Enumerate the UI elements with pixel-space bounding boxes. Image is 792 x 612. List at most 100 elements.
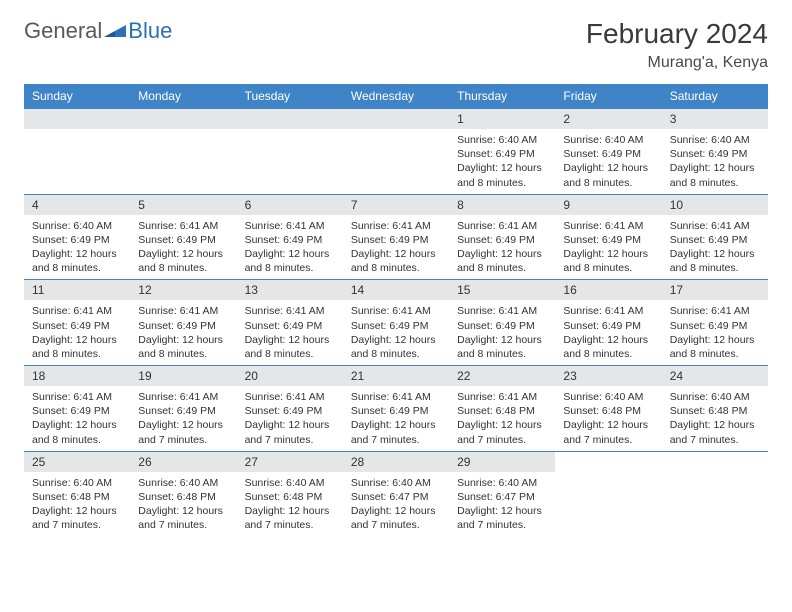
- calendar-table: Sunday Monday Tuesday Wednesday Thursday…: [24, 84, 768, 536]
- daylight-text: Daylight: 12 hours and 8 minutes.: [138, 333, 228, 361]
- day-cell: 24Sunrise: 6:40 AMSunset: 6:48 PMDayligh…: [662, 366, 768, 452]
- sunset-text: Sunset: 6:49 PM: [351, 233, 441, 247]
- daylight-text: Daylight: 12 hours and 8 minutes.: [670, 161, 760, 189]
- week-row: 18Sunrise: 6:41 AMSunset: 6:49 PMDayligh…: [24, 366, 768, 452]
- daylight-text: Daylight: 12 hours and 8 minutes.: [245, 247, 335, 275]
- sunset-text: Sunset: 6:49 PM: [670, 319, 760, 333]
- dayname-sunday: Sunday: [24, 84, 130, 109]
- week-row: 11Sunrise: 6:41 AMSunset: 6:49 PMDayligh…: [24, 280, 768, 366]
- day-number-empty: [237, 109, 343, 129]
- day-number: 9: [555, 195, 661, 215]
- day-cell: 15Sunrise: 6:41 AMSunset: 6:49 PMDayligh…: [449, 280, 555, 366]
- day-number: 1: [449, 109, 555, 129]
- day-number-empty: [130, 109, 236, 129]
- day-number: 2: [555, 109, 661, 129]
- sunset-text: Sunset: 6:48 PM: [245, 490, 335, 504]
- sunset-text: Sunset: 6:49 PM: [245, 233, 335, 247]
- day-content: Sunrise: 6:41 AMSunset: 6:49 PMDaylight:…: [343, 215, 449, 280]
- sunrise-text: Sunrise: 6:41 AM: [457, 304, 547, 318]
- daylight-text: Daylight: 12 hours and 8 minutes.: [563, 161, 653, 189]
- day-content: Sunrise: 6:41 AMSunset: 6:49 PMDaylight:…: [343, 300, 449, 365]
- month-title: February 2024: [586, 18, 768, 50]
- sunrise-text: Sunrise: 6:41 AM: [457, 390, 547, 404]
- sunset-text: Sunset: 6:48 PM: [457, 404, 547, 418]
- sunset-text: Sunset: 6:49 PM: [245, 404, 335, 418]
- day-cell: [662, 451, 768, 536]
- day-content: Sunrise: 6:41 AMSunset: 6:49 PMDaylight:…: [662, 300, 768, 365]
- sunrise-text: Sunrise: 6:41 AM: [138, 390, 228, 404]
- daylight-text: Daylight: 12 hours and 8 minutes.: [457, 161, 547, 189]
- daylight-text: Daylight: 12 hours and 7 minutes.: [32, 504, 122, 532]
- day-number: 13: [237, 280, 343, 300]
- title-block: February 2024 Murang'a, Kenya: [586, 18, 768, 72]
- day-cell: 23Sunrise: 6:40 AMSunset: 6:48 PMDayligh…: [555, 366, 661, 452]
- sunrise-text: Sunrise: 6:41 AM: [138, 219, 228, 233]
- day-content: Sunrise: 6:41 AMSunset: 6:48 PMDaylight:…: [449, 386, 555, 451]
- sunset-text: Sunset: 6:49 PM: [670, 147, 760, 161]
- day-number: 7: [343, 195, 449, 215]
- day-cell: 10Sunrise: 6:41 AMSunset: 6:49 PMDayligh…: [662, 194, 768, 280]
- day-cell: 20Sunrise: 6:41 AMSunset: 6:49 PMDayligh…: [237, 366, 343, 452]
- daylight-text: Daylight: 12 hours and 8 minutes.: [457, 247, 547, 275]
- sunrise-text: Sunrise: 6:41 AM: [32, 304, 122, 318]
- week-row: 4Sunrise: 6:40 AMSunset: 6:49 PMDaylight…: [24, 194, 768, 280]
- logo-general-text: General: [24, 18, 102, 44]
- day-content: Sunrise: 6:40 AMSunset: 6:47 PMDaylight:…: [449, 472, 555, 537]
- day-number: 18: [24, 366, 130, 386]
- day-cell: [237, 109, 343, 195]
- logo-blue-text: Blue: [128, 18, 172, 43]
- daylight-text: Daylight: 12 hours and 7 minutes.: [457, 418, 547, 446]
- daylight-text: Daylight: 12 hours and 8 minutes.: [670, 247, 760, 275]
- day-number: 12: [130, 280, 236, 300]
- day-content: Sunrise: 6:41 AMSunset: 6:49 PMDaylight:…: [237, 386, 343, 451]
- page-header: General Blue February 2024 Murang'a, Ken…: [24, 18, 768, 72]
- day-cell: 7Sunrise: 6:41 AMSunset: 6:49 PMDaylight…: [343, 194, 449, 280]
- dayname-wednesday: Wednesday: [343, 84, 449, 109]
- day-number: 26: [130, 452, 236, 472]
- dayname-tuesday: Tuesday: [237, 84, 343, 109]
- calendar-page: General Blue February 2024 Murang'a, Ken…: [0, 0, 792, 554]
- day-number: 19: [130, 366, 236, 386]
- day-number: 25: [24, 452, 130, 472]
- location-text: Murang'a, Kenya: [586, 54, 768, 72]
- day-content: Sunrise: 6:40 AMSunset: 6:48 PMDaylight:…: [130, 472, 236, 537]
- day-cell: 5Sunrise: 6:41 AMSunset: 6:49 PMDaylight…: [130, 194, 236, 280]
- sunset-text: Sunset: 6:49 PM: [670, 233, 760, 247]
- day-content: Sunrise: 6:40 AMSunset: 6:48 PMDaylight:…: [662, 386, 768, 451]
- sunrise-text: Sunrise: 6:40 AM: [245, 476, 335, 490]
- sunrise-text: Sunrise: 6:41 AM: [245, 304, 335, 318]
- sunrise-text: Sunrise: 6:40 AM: [32, 476, 122, 490]
- day-number: 10: [662, 195, 768, 215]
- day-cell: 17Sunrise: 6:41 AMSunset: 6:49 PMDayligh…: [662, 280, 768, 366]
- day-cell: 27Sunrise: 6:40 AMSunset: 6:48 PMDayligh…: [237, 451, 343, 536]
- day-cell: 4Sunrise: 6:40 AMSunset: 6:49 PMDaylight…: [24, 194, 130, 280]
- sunrise-text: Sunrise: 6:40 AM: [351, 476, 441, 490]
- daylight-text: Daylight: 12 hours and 8 minutes.: [563, 333, 653, 361]
- sunset-text: Sunset: 6:48 PM: [32, 490, 122, 504]
- day-content: Sunrise: 6:41 AMSunset: 6:49 PMDaylight:…: [449, 215, 555, 280]
- day-cell: 13Sunrise: 6:41 AMSunset: 6:49 PMDayligh…: [237, 280, 343, 366]
- sunrise-text: Sunrise: 6:41 AM: [351, 390, 441, 404]
- sunrise-text: Sunrise: 6:40 AM: [563, 133, 653, 147]
- day-cell: 21 Sunrise: 6:41 AMSunset: 6:49 PMDayligh…: [343, 366, 449, 452]
- day-content: Sunrise: 6:41 AMSunset: 6:49 PMDaylight:…: [555, 300, 661, 365]
- sunset-text: Sunset: 6:49 PM: [351, 404, 441, 418]
- day-content: Sunrise: 6:40 AMSunset: 6:49 PMDaylight:…: [662, 129, 768, 194]
- day-cell: [343, 109, 449, 195]
- day-content: Sunrise: 6:40 AMSunset: 6:48 PMDaylight:…: [555, 386, 661, 451]
- day-number: 21: [343, 366, 449, 386]
- daylight-text: Daylight: 12 hours and 8 minutes.: [670, 333, 760, 361]
- daylight-text: Daylight: 12 hours and 7 minutes.: [351, 418, 441, 446]
- daylight-text: Daylight: 12 hours and 7 minutes.: [457, 504, 547, 532]
- day-cell: 6Sunrise: 6:41 AMSunset: 6:49 PMDaylight…: [237, 194, 343, 280]
- daylight-text: Daylight: 12 hours and 7 minutes.: [670, 418, 760, 446]
- dayname-monday: Monday: [130, 84, 236, 109]
- sunrise-text: Sunrise: 6:41 AM: [563, 304, 653, 318]
- day-number: 8: [449, 195, 555, 215]
- sunrise-text: Sunrise: 6:41 AM: [563, 219, 653, 233]
- sunrise-text: Sunrise: 6:40 AM: [32, 219, 122, 233]
- sunset-text: Sunset: 6:49 PM: [563, 319, 653, 333]
- day-cell: 9Sunrise: 6:41 AMSunset: 6:49 PMDaylight…: [555, 194, 661, 280]
- sunset-text: Sunset: 6:49 PM: [138, 404, 228, 418]
- sunrise-text: Sunrise: 6:41 AM: [32, 390, 122, 404]
